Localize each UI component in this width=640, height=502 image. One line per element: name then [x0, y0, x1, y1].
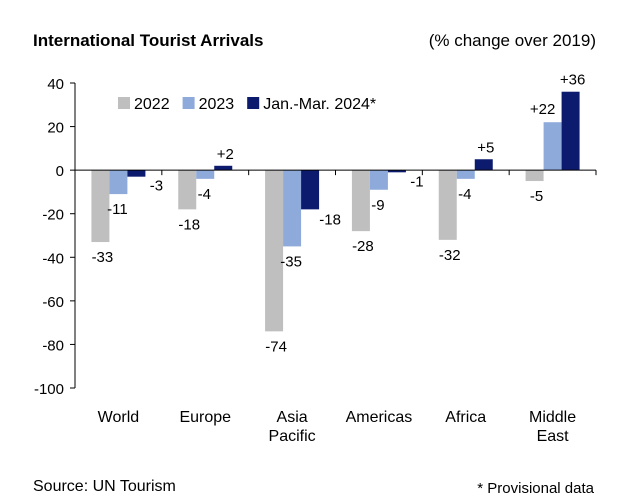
data-label: -74	[265, 338, 287, 355]
bar-2023	[369, 170, 388, 190]
bar-2023	[543, 122, 562, 171]
data-label: -28	[352, 238, 374, 255]
y-tick-label: -40	[42, 250, 64, 267]
y-tick-label: -60	[42, 294, 64, 311]
bar-2022	[525, 170, 544, 182]
bar-jan-mar-2024	[301, 170, 320, 210]
bar-jan-mar-2024	[127, 170, 146, 177]
bar-2023	[196, 170, 215, 179]
legend-label: Jan.-Mar. 2024*	[263, 96, 376, 113]
y-tick-label: -20	[42, 207, 64, 224]
data-label: +2	[217, 146, 234, 163]
data-label: -4	[458, 186, 471, 203]
legend-swatch	[118, 97, 130, 109]
data-label: -35	[280, 253, 302, 270]
bar-2022	[265, 170, 284, 332]
data-label: -32	[439, 247, 461, 264]
bar-jan-mar-2024	[214, 165, 233, 171]
data-label: +22	[530, 101, 555, 118]
x-tick-label: Asia	[277, 409, 308, 426]
x-tick-label: East	[537, 428, 570, 445]
data-label: -9	[371, 197, 384, 214]
data-label: -5	[530, 188, 543, 205]
legend-swatch	[182, 97, 195, 109]
legend-label: 2022	[134, 96, 170, 113]
provisional-footnote: * Provisional data	[477, 480, 594, 497]
legend-label: 2023	[199, 96, 235, 113]
x-tick-label: Europe	[179, 409, 231, 426]
y-tick-label: -100	[34, 381, 64, 398]
y-tick-label: 0	[56, 163, 64, 180]
bar-jan-mar-2024	[387, 170, 406, 173]
source-note: Source: UN Tourism	[33, 478, 176, 495]
data-label: +36	[560, 72, 585, 89]
bar-2022	[351, 170, 370, 232]
bar-2023	[109, 170, 128, 195]
chart-title: International Tourist Arrivals	[33, 31, 264, 50]
chart-subtitle: (% change over 2019)	[428, 31, 596, 50]
data-label: -18	[319, 211, 341, 228]
x-tick-label: Pacific	[269, 428, 316, 445]
y-tick-label: 40	[47, 76, 64, 93]
data-label: -3	[150, 178, 163, 195]
bar-2023	[283, 170, 302, 247]
data-label: +5	[477, 139, 494, 156]
bar-2022	[438, 170, 457, 240]
data-label: -4	[198, 186, 211, 203]
data-label: -11	[107, 201, 128, 218]
x-tick-label: World	[98, 409, 140, 426]
data-label: -18	[178, 216, 200, 233]
bar-jan-mar-2024	[474, 159, 493, 171]
bar-jan-mar-2024	[561, 91, 580, 171]
bar-2023	[456, 170, 475, 179]
x-tick-label: Africa	[445, 409, 486, 426]
data-label: -1	[410, 173, 423, 190]
bar-2022	[91, 170, 110, 243]
data-label: -33	[92, 249, 114, 266]
legend-swatch	[247, 97, 260, 109]
x-tick-label: Americas	[346, 409, 413, 426]
x-tick-label: Middle	[529, 409, 576, 426]
bar-2022	[178, 170, 197, 210]
y-tick-label: -80	[42, 337, 64, 354]
y-tick-label: 20	[47, 120, 64, 137]
